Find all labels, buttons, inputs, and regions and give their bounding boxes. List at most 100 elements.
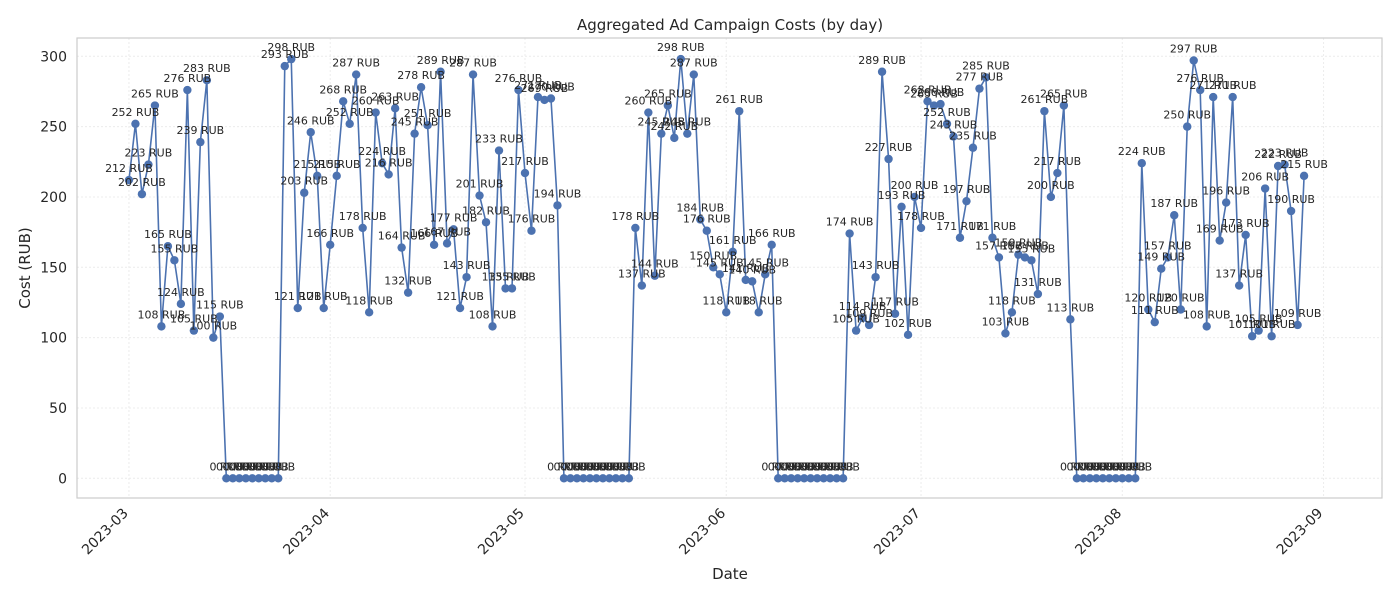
- data-label: 100 RUB: [189, 320, 237, 333]
- data-label: 245 RUB: [663, 116, 711, 129]
- data-label: 0 RUB: [1112, 460, 1146, 473]
- data-label: 233 RUB: [475, 133, 523, 146]
- data-point: [689, 70, 698, 79]
- data-point: [955, 233, 965, 242]
- data-point: [1280, 160, 1289, 169]
- data-label: 298 RUB: [657, 41, 705, 54]
- data-label: 287 RUB: [332, 57, 380, 70]
- data-label: 223 RUB: [125, 147, 173, 160]
- data-label: 278 RUB: [397, 69, 445, 82]
- data-point: [709, 263, 718, 272]
- data-point: [514, 85, 523, 95]
- data-point: [761, 270, 770, 279]
- data-label: 193 RUB: [878, 189, 926, 202]
- data-point: [1137, 158, 1146, 168]
- data-point: [1072, 474, 1082, 483]
- data-label: 269 RUB: [521, 82, 569, 95]
- data-point: [683, 129, 692, 138]
- data-point: [851, 326, 861, 335]
- data-label: 271 RUB: [1209, 79, 1257, 92]
- data-label: 224 RUB: [1118, 145, 1166, 158]
- data-label: 215 RUB: [313, 158, 361, 171]
- data-point: [780, 474, 789, 483]
- data-point: [371, 108, 380, 117]
- data-point: [1273, 161, 1283, 171]
- data-label: 159 RUB: [995, 237, 1043, 250]
- data-point: [358, 223, 367, 233]
- data-point: [916, 223, 926, 233]
- data-label: 143 RUB: [852, 259, 900, 272]
- data-point: [176, 299, 186, 309]
- data-point: [624, 474, 634, 483]
- data-point: [553, 201, 562, 210]
- data-point: [786, 474, 796, 483]
- data-point: [1254, 326, 1263, 335]
- data-point: [735, 106, 744, 116]
- data-label: 161 RUB: [709, 234, 757, 247]
- data-point: [1234, 281, 1244, 290]
- data-label: 216 RUB: [365, 156, 413, 169]
- data-label: 0 RUB: [826, 460, 860, 473]
- data-point: [1085, 474, 1095, 483]
- data-label: 197 RUB: [943, 183, 991, 196]
- data-point: [1020, 253, 1030, 262]
- data-point: [338, 97, 348, 106]
- y-tick-label: 50: [49, 401, 67, 417]
- data-label: 166 RUB: [306, 227, 354, 240]
- data-point: [657, 129, 666, 138]
- data-label: 0 RUB: [573, 460, 607, 473]
- data-point: [1176, 305, 1185, 314]
- data-label: 103 RUB: [982, 315, 1030, 328]
- data-label: 174 RUB: [826, 216, 874, 229]
- data-label: 250 RUB: [1163, 109, 1211, 122]
- data-point: [611, 474, 621, 483]
- data-label: 212 RUB: [105, 162, 153, 175]
- data-label: 200 RUB: [1027, 179, 1075, 192]
- data-point: [702, 226, 711, 235]
- data-label: 135 RUB: [488, 270, 536, 283]
- data-point: [144, 160, 153, 169]
- data-label: 0 RUB: [567, 460, 601, 473]
- data-label: 121 RUB: [274, 290, 322, 303]
- data-labels: 212 RUB 252 RUB 202 RUB 223 RUB 265 RUB 108 R…: [105, 41, 1328, 473]
- data-point: [605, 474, 614, 483]
- data-label: 276 RUB: [164, 72, 212, 85]
- data-point: [196, 137, 205, 147]
- data-point: [1299, 171, 1309, 181]
- data-point: [546, 94, 556, 103]
- data-label: 239 RUB: [176, 124, 224, 137]
- data-point: [235, 474, 244, 483]
- data-point: [332, 171, 341, 181]
- data-label: 0 RUB: [248, 460, 282, 473]
- data-point: [287, 54, 296, 64]
- data-label: 289 RUB: [858, 54, 906, 67]
- data-label: 0 RUB: [1099, 460, 1133, 473]
- data-point: [903, 330, 913, 340]
- data-point: [962, 196, 971, 206]
- data-label: 266 RUB: [917, 86, 965, 99]
- data-point: [877, 67, 887, 76]
- data-label: 108 RUB: [138, 308, 186, 321]
- data-point: [306, 128, 315, 137]
- data-point: [403, 288, 413, 297]
- data-point: [793, 474, 802, 483]
- data-label: 287 RUB: [449, 57, 497, 70]
- data-label: 157 RUB: [1144, 239, 1192, 252]
- data-label: 242 RUB: [650, 120, 698, 133]
- data-label: 105 RUB: [1235, 313, 1283, 326]
- data-point: [488, 322, 497, 331]
- data-point: [429, 240, 439, 249]
- data-label: 203 RUB: [280, 175, 328, 188]
- data-label: 0 RUB: [820, 460, 854, 473]
- plot-frame: [76, 37, 1383, 499]
- data-point: [994, 253, 1004, 262]
- data-point: [1208, 92, 1218, 102]
- data-label: 157 RUB: [975, 239, 1023, 252]
- data-point: [897, 202, 906, 212]
- y-tick-label: 300: [40, 49, 67, 65]
- data-label: 102 RUB: [884, 317, 932, 330]
- data-label: 109 RUB: [1274, 307, 1322, 320]
- data-point: [1157, 264, 1166, 273]
